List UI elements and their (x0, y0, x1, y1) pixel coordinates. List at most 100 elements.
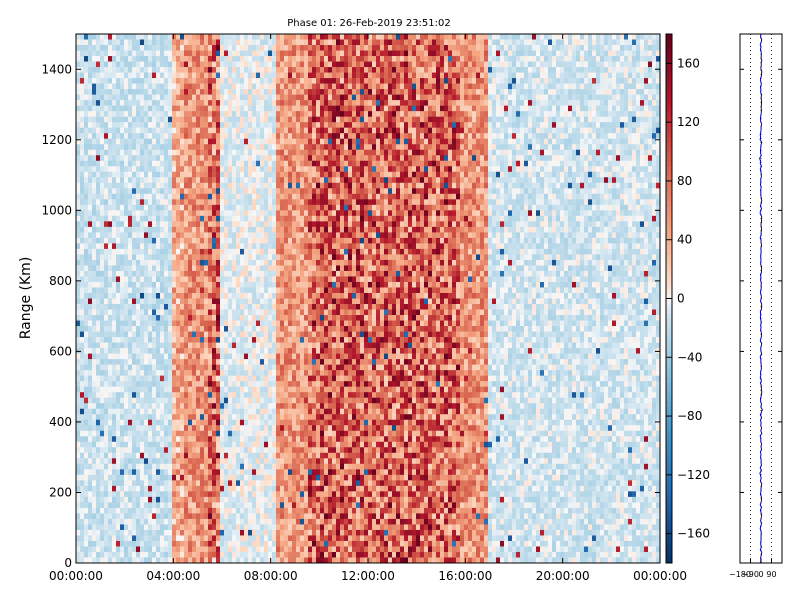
heatmap-cell (212, 100, 217, 106)
heatmap-cell (200, 226, 205, 233)
heatmap-cell (156, 39, 161, 46)
heatmap-cell (168, 204, 173, 211)
heatmap-cell (156, 540, 161, 547)
heatmap-cell (108, 100, 113, 106)
heatmap-cell (116, 188, 121, 195)
heatmap-cell (120, 309, 125, 316)
heatmap-cell (152, 529, 157, 536)
heatmap-cell (76, 535, 81, 542)
heatmap-cell (96, 144, 101, 151)
heatmap-cell (100, 83, 105, 90)
heatmap-cell (220, 67, 225, 73)
heatmap-cell (196, 359, 201, 365)
heatmap-cell (236, 320, 241, 327)
heatmap-cell (84, 557, 89, 564)
heatmap-cell (80, 72, 85, 79)
heatmap-cell (132, 414, 137, 421)
heatmap-cell (92, 419, 97, 426)
heatmap-cell (240, 375, 245, 382)
heatmap-cell (96, 353, 101, 360)
heatmap-cell (184, 491, 189, 498)
heatmap-cell (276, 160, 281, 167)
heatmap-cell (236, 546, 241, 553)
heatmap-cell (84, 276, 89, 283)
heatmap-cell (136, 419, 141, 426)
heatmap-cell (280, 177, 285, 184)
heatmap-cell (280, 50, 285, 57)
heatmap-cell (80, 78, 85, 84)
heatmap-cell (276, 359, 281, 365)
heatmap-cell (144, 551, 149, 558)
heatmap-cell (164, 397, 169, 404)
heatmap-cell (136, 496, 141, 503)
heatmap-cell (188, 298, 193, 305)
heatmap-cell (160, 72, 165, 79)
heatmap-cell (76, 171, 81, 178)
heatmap-cell (164, 529, 169, 536)
heatmap-cell (272, 72, 277, 79)
heatmap-cell (164, 419, 169, 426)
heatmap-cell (88, 100, 93, 106)
heatmap-cell (132, 166, 137, 173)
heatmap-cell (276, 353, 281, 360)
heatmap-cell (256, 166, 261, 173)
heatmap-cell (244, 496, 249, 503)
heatmap-cell (260, 298, 265, 305)
heatmap-cell (76, 507, 81, 514)
heatmap-cell (172, 320, 177, 327)
heatmap-cell (240, 485, 245, 492)
heatmap-cell (232, 237, 237, 244)
heatmap-cell (168, 232, 173, 239)
heatmap-cell (120, 518, 125, 525)
heatmap-cell (252, 243, 257, 250)
heatmap-cell (212, 447, 217, 454)
heatmap-cell (164, 50, 169, 57)
heatmap-cell (188, 463, 193, 470)
heatmap-cell (132, 496, 137, 503)
heatmap-cell (128, 496, 133, 503)
heatmap-cell (104, 320, 109, 327)
heatmap-cell (104, 326, 109, 332)
heatmap-cell (144, 502, 149, 509)
heatmap-cell (252, 127, 257, 134)
heatmap-cell (160, 166, 165, 173)
heatmap-cell (272, 452, 277, 459)
heatmap-cell (188, 403, 193, 410)
heatmap-cell (176, 281, 181, 288)
heatmap-cell (252, 232, 257, 239)
heatmap-cell (228, 370, 233, 376)
heatmap-cell (180, 188, 185, 195)
heatmap-cell (272, 326, 277, 332)
heatmap-cell (244, 188, 249, 195)
heatmap-cell (240, 276, 245, 283)
heatmap-cell (232, 397, 237, 404)
heatmap-cell (84, 72, 89, 79)
heatmap-cell (256, 458, 261, 465)
heatmap-cell (104, 133, 109, 139)
heatmap-cell (140, 155, 145, 162)
heatmap-cell (96, 436, 101, 443)
heatmap-cell (252, 226, 257, 233)
heatmap-cell (220, 287, 225, 294)
heatmap-cell (160, 149, 165, 156)
heatmap-cell (148, 270, 153, 277)
heatmap-cell (156, 34, 161, 40)
heatmap-cell (192, 309, 197, 316)
heatmap-cell (264, 144, 269, 151)
heatmap-cell (200, 524, 205, 531)
heatmap-cell (124, 320, 129, 327)
heatmap-cell (80, 309, 85, 316)
heatmap-cell (196, 364, 201, 371)
heatmap-cell (148, 281, 153, 288)
heatmap-cell (80, 171, 85, 178)
heatmap-cell (92, 315, 97, 321)
heatmap-cell (100, 270, 105, 277)
heatmap-cell (100, 127, 105, 134)
heatmap-cell (192, 403, 197, 410)
heatmap-cell (188, 122, 193, 128)
heatmap-cell (148, 397, 153, 404)
heatmap-cell (240, 45, 245, 51)
heatmap-cell (200, 304, 205, 310)
heatmap-cell (168, 381, 173, 387)
heatmap-cell (188, 320, 193, 327)
